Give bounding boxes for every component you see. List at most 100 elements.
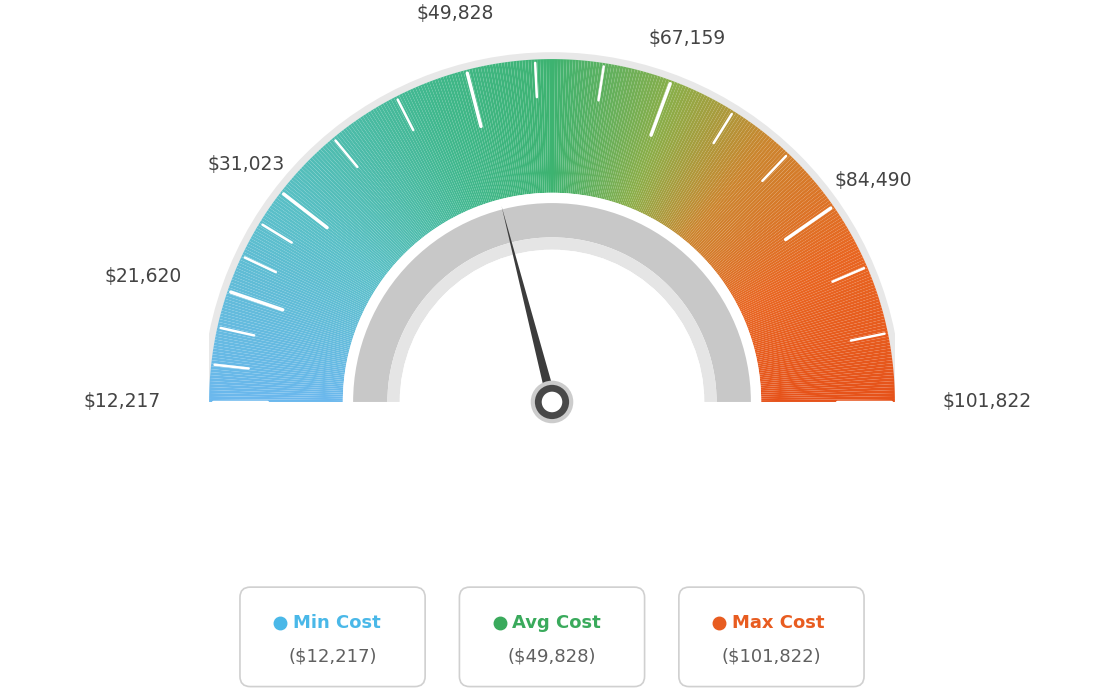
Wedge shape	[402, 92, 461, 214]
Wedge shape	[592, 66, 620, 197]
Text: ($101,822): ($101,822)	[722, 648, 821, 666]
Wedge shape	[682, 134, 767, 239]
Wedge shape	[760, 354, 892, 375]
Wedge shape	[353, 121, 432, 232]
Wedge shape	[487, 65, 513, 197]
Wedge shape	[624, 80, 672, 206]
Wedge shape	[360, 116, 436, 228]
Wedge shape	[432, 80, 480, 206]
Wedge shape	[213, 348, 346, 371]
Wedge shape	[670, 119, 749, 230]
Wedge shape	[513, 61, 530, 194]
Text: $12,217: $12,217	[84, 393, 161, 411]
Wedge shape	[720, 198, 829, 279]
Wedge shape	[247, 241, 368, 306]
Wedge shape	[498, 63, 521, 195]
Circle shape	[542, 392, 562, 412]
Wedge shape	[709, 175, 810, 265]
Polygon shape	[501, 206, 556, 403]
Wedge shape	[758, 348, 891, 371]
Wedge shape	[235, 268, 360, 322]
Wedge shape	[714, 186, 820, 272]
Wedge shape	[484, 66, 512, 197]
Wedge shape	[540, 59, 546, 193]
Wedge shape	[601, 68, 635, 199]
Wedge shape	[726, 213, 839, 288]
Wedge shape	[251, 236, 369, 302]
Wedge shape	[269, 206, 381, 284]
Wedge shape	[237, 262, 361, 319]
Wedge shape	[751, 293, 878, 337]
Wedge shape	[221, 310, 350, 348]
Wedge shape	[698, 155, 793, 253]
Wedge shape	[224, 299, 352, 341]
Wedge shape	[628, 83, 680, 208]
Wedge shape	[421, 84, 474, 208]
Wedge shape	[660, 108, 731, 224]
Wedge shape	[391, 98, 456, 217]
Wedge shape	[746, 276, 872, 327]
Wedge shape	[363, 115, 438, 228]
Wedge shape	[534, 59, 543, 193]
Wedge shape	[571, 60, 585, 194]
Wedge shape	[643, 92, 702, 214]
Wedge shape	[708, 172, 809, 264]
Wedge shape	[501, 62, 523, 195]
Wedge shape	[752, 299, 880, 341]
Wedge shape	[640, 91, 700, 213]
Wedge shape	[757, 339, 890, 366]
Wedge shape	[259, 220, 374, 293]
Wedge shape	[753, 304, 882, 344]
Wedge shape	[220, 313, 350, 350]
Wedge shape	[522, 60, 535, 194]
FancyBboxPatch shape	[459, 587, 645, 687]
Wedge shape	[657, 105, 726, 221]
Wedge shape	[492, 63, 518, 196]
Wedge shape	[722, 203, 832, 282]
Wedge shape	[700, 159, 797, 255]
Wedge shape	[692, 147, 784, 248]
Wedge shape	[327, 141, 416, 244]
Wedge shape	[627, 82, 678, 208]
Wedge shape	[214, 342, 346, 368]
Wedge shape	[435, 79, 482, 206]
Wedge shape	[617, 76, 661, 204]
Wedge shape	[563, 59, 573, 193]
Wedge shape	[519, 60, 533, 194]
Wedge shape	[211, 369, 343, 384]
Wedge shape	[694, 151, 788, 250]
Wedge shape	[615, 75, 658, 203]
Wedge shape	[410, 89, 467, 212]
Wedge shape	[760, 360, 893, 378]
Wedge shape	[577, 61, 597, 195]
Wedge shape	[212, 357, 344, 377]
Wedge shape	[346, 126, 427, 235]
Wedge shape	[597, 67, 629, 198]
Wedge shape	[585, 63, 608, 196]
Wedge shape	[747, 279, 873, 328]
Wedge shape	[291, 177, 394, 266]
Wedge shape	[712, 181, 817, 269]
Wedge shape	[673, 123, 754, 233]
Wedge shape	[699, 157, 795, 254]
Wedge shape	[211, 366, 344, 382]
Wedge shape	[537, 59, 544, 193]
Wedge shape	[752, 302, 881, 342]
Wedge shape	[758, 342, 890, 368]
Wedge shape	[604, 70, 640, 200]
Wedge shape	[273, 200, 383, 281]
Wedge shape	[755, 319, 885, 353]
Wedge shape	[333, 135, 421, 241]
Wedge shape	[761, 375, 894, 387]
Wedge shape	[558, 59, 564, 193]
Wedge shape	[549, 59, 552, 193]
Wedge shape	[716, 191, 824, 275]
Wedge shape	[718, 193, 826, 276]
Wedge shape	[452, 73, 492, 202]
Wedge shape	[555, 59, 561, 193]
Wedge shape	[634, 86, 689, 210]
Wedge shape	[368, 111, 442, 226]
Wedge shape	[756, 331, 888, 360]
Wedge shape	[761, 384, 894, 393]
Wedge shape	[222, 308, 351, 346]
